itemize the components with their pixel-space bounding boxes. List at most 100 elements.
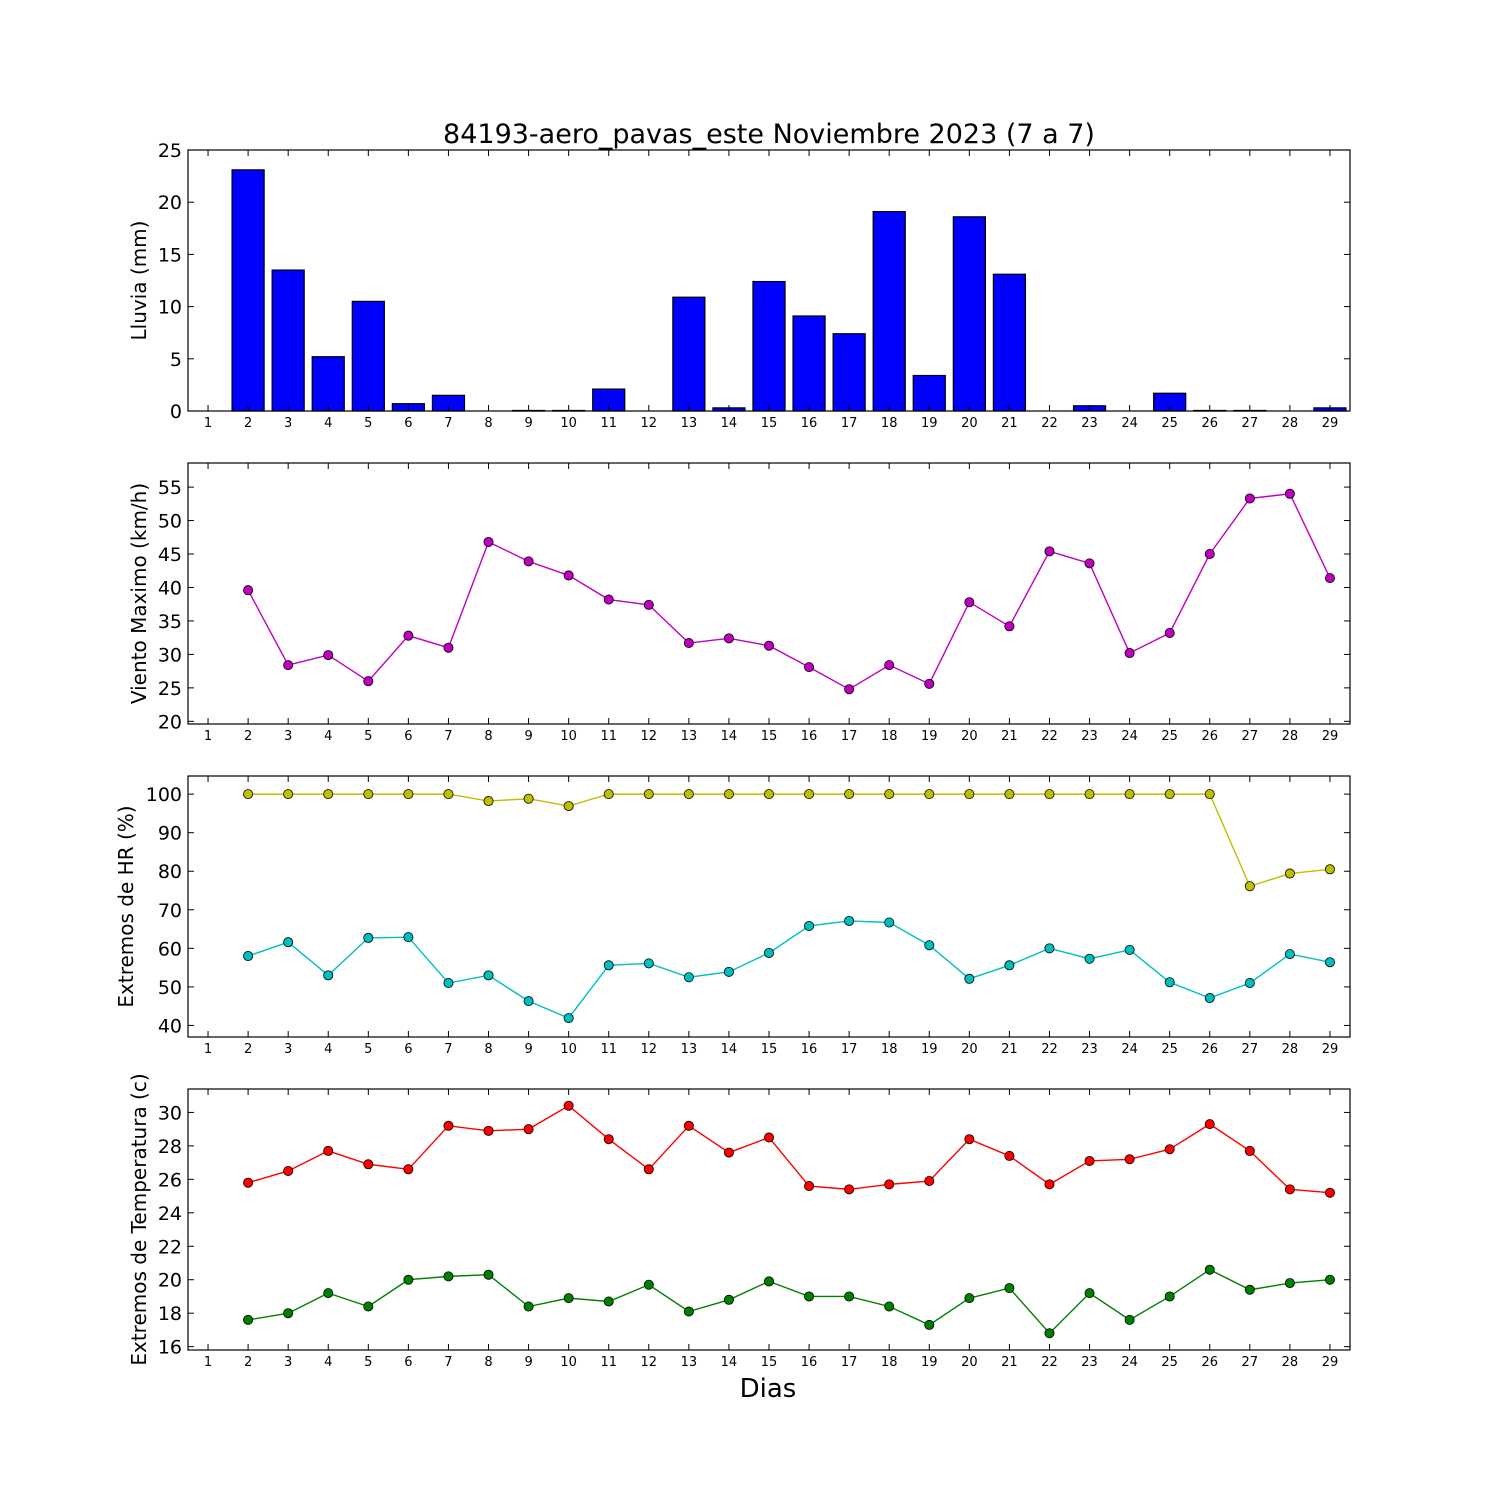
wind-series-1-point [844, 684, 855, 695]
temperature-series-1-point [283, 1165, 294, 1176]
rain-xtick-label: 5 [364, 416, 372, 431]
humidity-series-1-point [884, 789, 895, 800]
temperature-xtick-label: 5 [364, 1355, 372, 1370]
temperature-series-1-point [1244, 1145, 1255, 1156]
temperature-series-2-point [804, 1291, 815, 1302]
humidity-series-1-point [924, 789, 935, 800]
temperature-series-1-point [243, 1177, 254, 1188]
temperature-ytick-label: 20 [158, 1270, 182, 1292]
temperature-series-1-point [844, 1184, 855, 1195]
temperature-series-1-point [1284, 1184, 1295, 1195]
wind-series-1-point [563, 570, 574, 581]
temperature-xtick-label: 11 [600, 1355, 617, 1370]
wind-series-1-point [1244, 493, 1255, 504]
wind-series-1-point [924, 678, 935, 689]
temperature-xtick-label: 14 [721, 1355, 738, 1370]
temperature-xtick-label: 23 [1081, 1355, 1098, 1370]
wind-xtick-label: 9 [524, 729, 532, 744]
temperature-series-2-point [363, 1301, 374, 1312]
humidity-xtick-label: 13 [681, 1042, 698, 1057]
temperature-ytick-label: 28 [158, 1136, 182, 1158]
wind-xtick-label: 8 [484, 729, 492, 744]
temperature-series-1-point [1164, 1144, 1175, 1155]
rain-ytick-label: 5 [170, 349, 182, 371]
wind-series-1-point [483, 536, 494, 547]
wind-series-1-point [443, 642, 454, 653]
wind-xtick-label: 29 [1322, 729, 1339, 744]
chart-title: 84193-aero_pavas_este Noviembre 2023 (7 … [443, 119, 1095, 150]
humidity-series-2-point [283, 937, 294, 948]
wind-xtick-label: 27 [1242, 729, 1259, 744]
wind-series-1-point [1204, 549, 1215, 560]
temperature-series-2-point [643, 1279, 654, 1290]
rain-bar [311, 356, 345, 412]
wind-series-1-point [764, 640, 775, 651]
humidity-series-1-point [1244, 881, 1255, 892]
temperature-ytick-label: 30 [158, 1102, 182, 1124]
humidity-series-1-point [283, 789, 294, 800]
rain-bar [952, 216, 986, 412]
temperature-series-1-point [603, 1134, 614, 1145]
humidity-ytick-label: 100 [146, 784, 182, 806]
wind-ytick-label: 55 [158, 477, 182, 499]
humidity-xtick-label: 1 [204, 1042, 212, 1057]
rain-xtick-label: 17 [841, 416, 858, 431]
temperature-series-1-point [683, 1120, 694, 1131]
rain-xtick-label: 19 [921, 416, 938, 431]
rain-ytick-label: 20 [158, 192, 182, 214]
temperature-xtick-label: 15 [761, 1355, 778, 1370]
rain-xtick-label: 12 [641, 416, 658, 431]
humidity-series-2-point [443, 978, 454, 989]
rain-bar [351, 300, 385, 412]
temperature-xtick-label: 20 [961, 1355, 978, 1370]
rain-xtick-label: 6 [404, 416, 412, 431]
temperature-series-1-point [403, 1164, 414, 1175]
rain-bar [231, 169, 265, 412]
humidity-series-2-point [964, 973, 975, 984]
x-axis-label: Dias [740, 1374, 797, 1404]
wind-series-1-point [723, 633, 734, 644]
temperature-series-2-point [924, 1319, 935, 1330]
temperature-xtick-label: 2 [244, 1355, 252, 1370]
humidity-series-2-point [1204, 993, 1215, 1004]
wind-series-1-point [283, 660, 294, 671]
wind-series-1-point [884, 660, 895, 671]
wind-ylabel: Viento Maximo (km/h) [127, 483, 151, 704]
temperature-series-2-point [764, 1276, 775, 1287]
humidity-series-1-point [323, 789, 334, 800]
temperature-xtick-label: 28 [1282, 1355, 1299, 1370]
temperature-series-2-point [964, 1293, 975, 1304]
temperature-series-2-point [844, 1291, 855, 1302]
temperature-xtick-label: 16 [801, 1355, 818, 1370]
temperature-series-2-point [1164, 1291, 1175, 1302]
wind-xtick-label: 2 [244, 729, 252, 744]
rain-xtick-label: 28 [1282, 416, 1299, 431]
temperature-series-2-point [1204, 1264, 1215, 1275]
rain-xtick-label: 23 [1081, 416, 1098, 431]
humidity-series-1-point [1084, 789, 1095, 800]
humidity-xtick-label: 19 [921, 1042, 938, 1057]
temperature-series-1-point [643, 1164, 654, 1175]
wind-series-1-point [1124, 648, 1135, 659]
humidity-series-2-point [403, 932, 414, 943]
temperature-xtick-label: 9 [524, 1355, 532, 1370]
temperature-xtick-label: 21 [1001, 1355, 1018, 1370]
temperature-series-1-point [363, 1159, 374, 1170]
humidity-series-1-point [1284, 868, 1295, 879]
humidity-xtick-label: 11 [600, 1042, 617, 1057]
wind-series-1-point [363, 676, 374, 687]
humidity-series-2-point [1084, 953, 1095, 964]
humidity-series-2-point [683, 972, 694, 983]
temperature-series-1-point [804, 1181, 815, 1192]
temperature-series-1-point [483, 1125, 494, 1136]
wind-xtick-label: 19 [921, 729, 938, 744]
humidity-series-1-line [248, 793, 1331, 888]
humidity-series-1-point [403, 789, 414, 800]
rain-xtick-label: 29 [1322, 416, 1339, 431]
humidity-series-1-point [1164, 789, 1175, 800]
humidity-series-2-point [363, 932, 374, 943]
wind-xtick-label: 18 [881, 729, 898, 744]
temperature-series-2-point [603, 1296, 614, 1307]
